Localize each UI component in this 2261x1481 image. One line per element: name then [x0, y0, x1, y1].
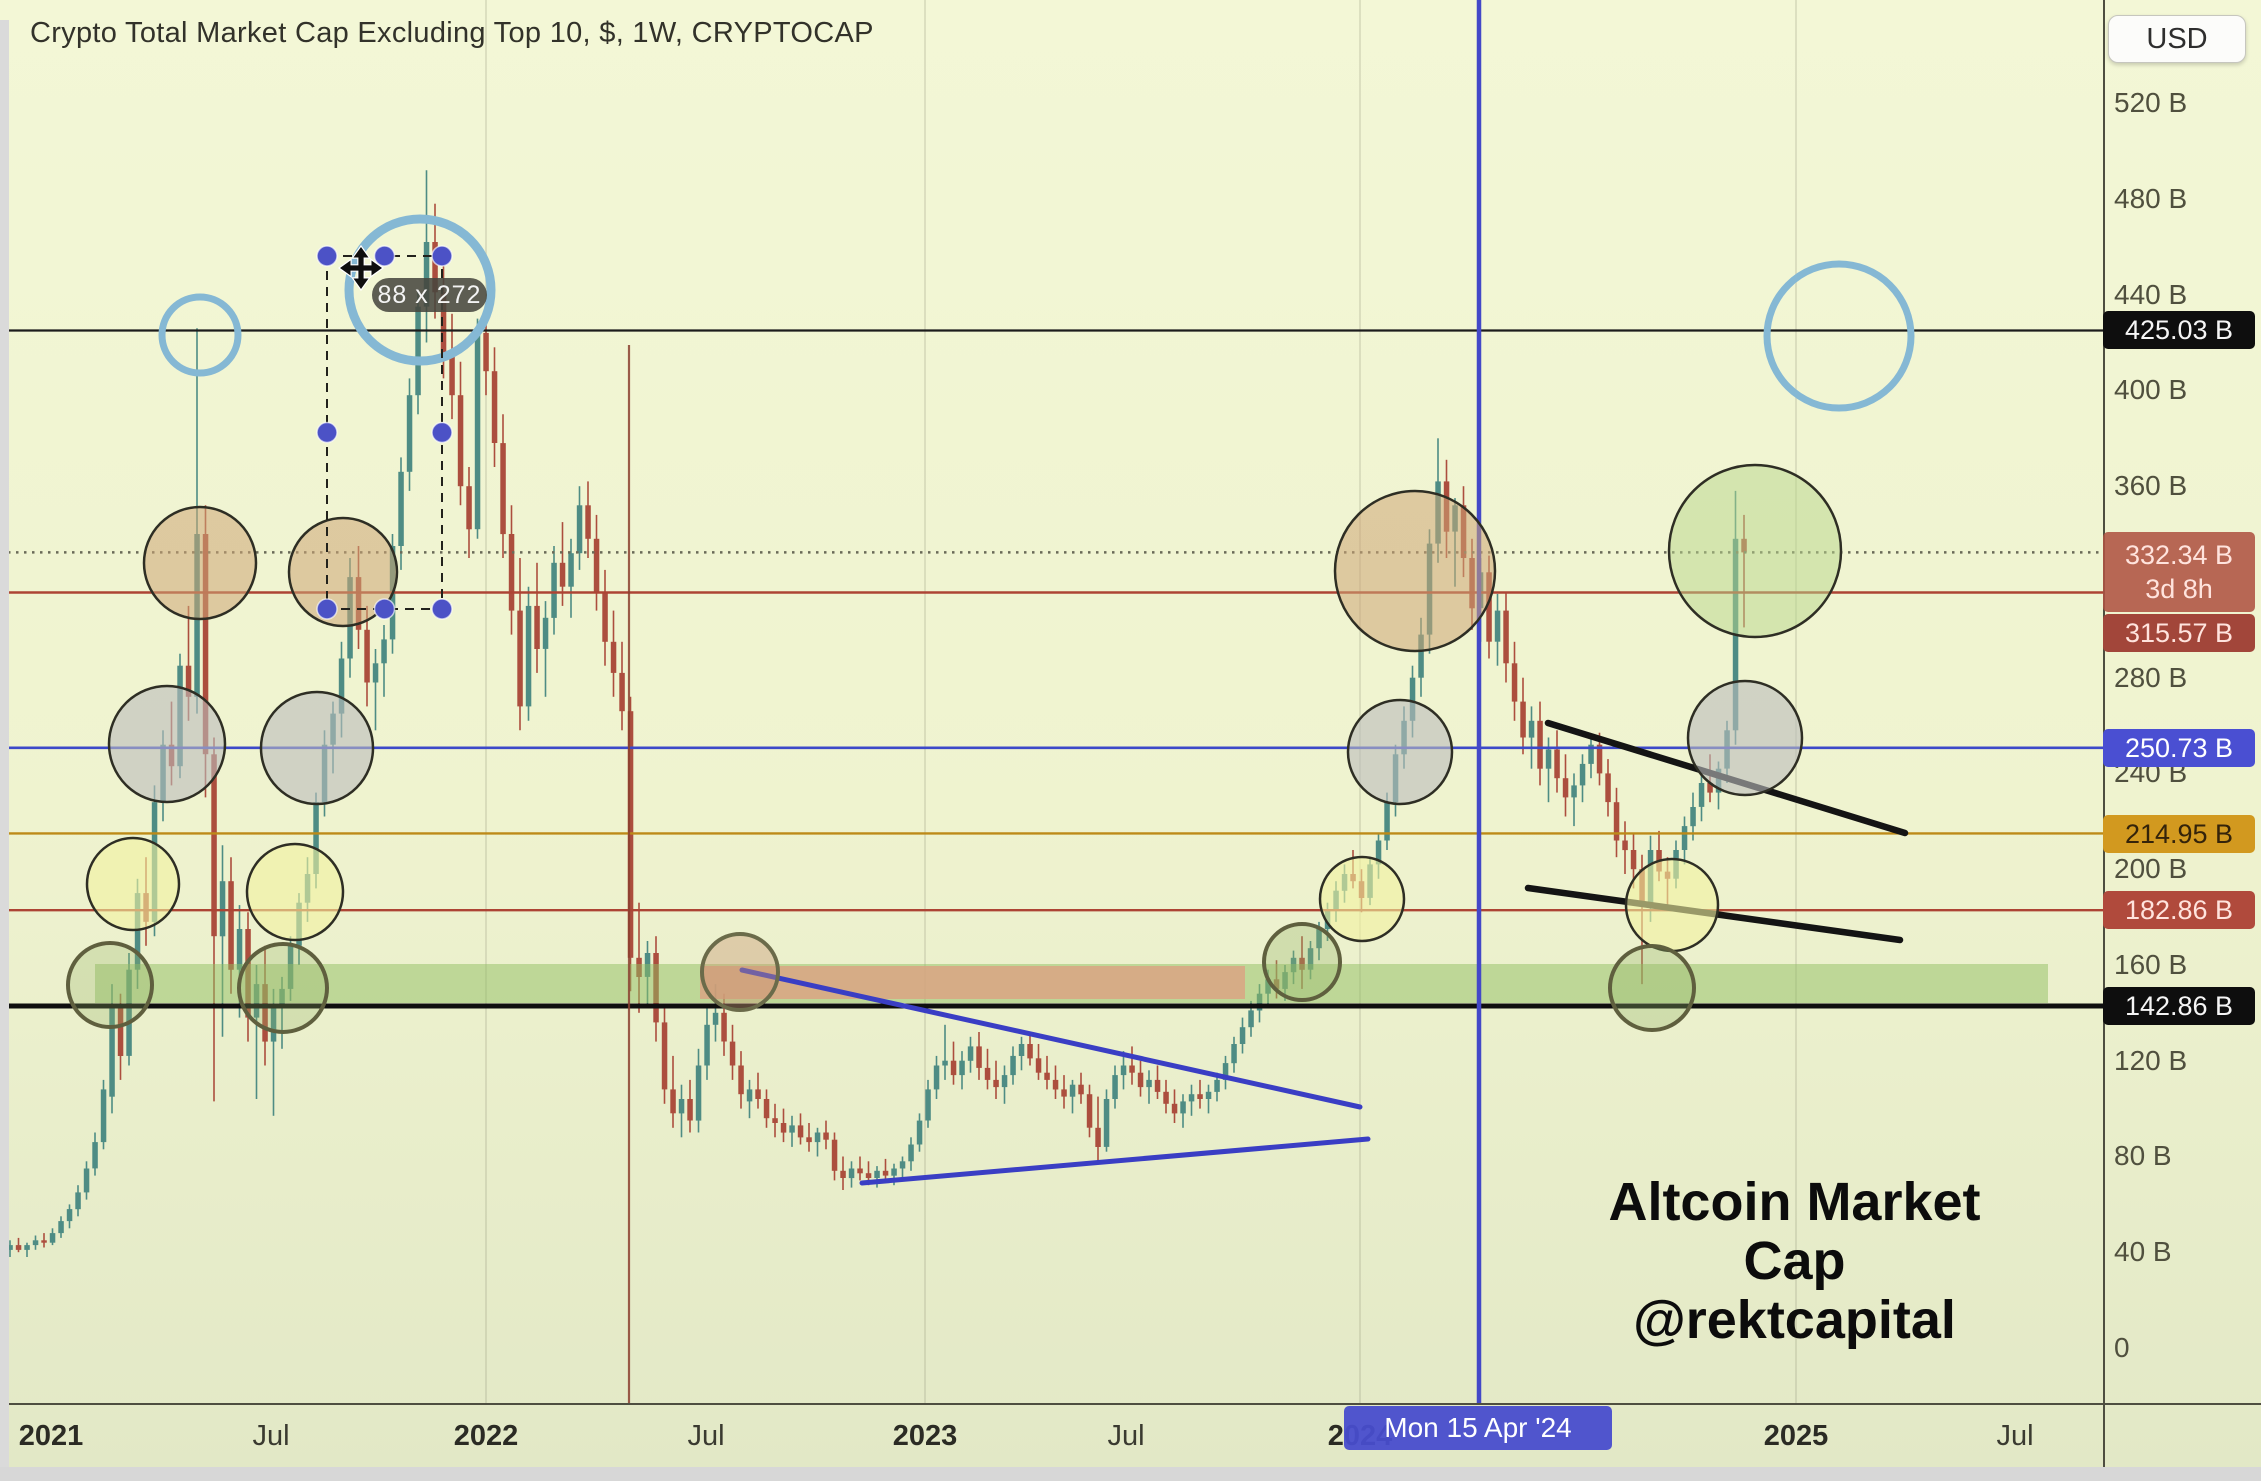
- price-line-label-182.86[interactable]: 182.86 B: [2103, 891, 2255, 929]
- x-axis-tick-2025: 2025: [1763, 1420, 1829, 1452]
- drawing-size-text: 88 x 272: [377, 280, 482, 309]
- circle-tan-2024: [1333, 489, 1497, 653]
- circle-yellow-2021-b: [245, 842, 345, 942]
- watermark: Altcoin Market Cap @rektcapital: [1567, 1173, 2022, 1350]
- candlestick-series: [7, 170, 1747, 1257]
- circle-olive-2021-b: [237, 942, 329, 1034]
- y-axis-tick-200: 200 B: [2114, 853, 2188, 885]
- circle-tan-2021-b: [287, 516, 399, 628]
- selection-handle[interactable]: [431, 421, 453, 444]
- price-line-label-425.03[interactable]: 425.03 B: [2103, 311, 2255, 349]
- vertical-line-date-text: Mon 15 Apr '24: [1384, 1412, 1572, 1443]
- y-axis-tick-0: 0: [2114, 1332, 2130, 1363]
- chart-title: Crypto Total Market Cap Excluding Top 10…: [30, 17, 874, 49]
- circle-blue-selected: [344, 214, 496, 366]
- selection-handle[interactable]: [431, 598, 453, 620]
- selection-handle[interactable]: [373, 245, 396, 267]
- circle-blue-target-left: [158, 293, 242, 377]
- selection-handle[interactable]: [431, 245, 453, 267]
- y-axis-tick-400: 400 B: [2114, 374, 2188, 406]
- vertical-line-drawings[interactable]: [627, 0, 1482, 1403]
- bar-countdown: 3d 8h: [2145, 574, 2213, 604]
- circle-gray-2021-b: [259, 690, 375, 806]
- circle-tan-2021-a: [142, 505, 258, 621]
- circle-gray-2024-b: [1686, 679, 1804, 797]
- support-zones[interactable]: [95, 964, 2048, 1003]
- x-axis-tick-2023: 2023: [892, 1420, 958, 1452]
- circle-yellow-2021-a: [85, 836, 181, 932]
- price-line-label-214.95[interactable]: 214.95 B: [2103, 815, 2255, 853]
- time-axis-border: [0, 1403, 2261, 1405]
- y-axis-tick-440: 440 B: [2114, 278, 2188, 310]
- watermark-line1: Altcoin Market Cap: [1608, 1172, 1981, 1291]
- x-axis-tick-Jul: Jul: [687, 1420, 725, 1452]
- circle-olive-2024: [1608, 944, 1696, 1032]
- y-axis-tick-360: 360 B: [2114, 470, 2188, 502]
- circle-gray-2021-a: [107, 684, 227, 804]
- vertical-line-date-label[interactable]: Mon 15 Apr '24: [1344, 1406, 1612, 1450]
- y-axis-tick-160: 160 B: [2114, 948, 2188, 980]
- x-axis-tick-2021: 2021: [18, 1420, 84, 1452]
- selection-handle[interactable]: [316, 421, 338, 444]
- move-cursor-icon: [337, 244, 385, 292]
- watermark-line2: @rektcapital: [1633, 1290, 1956, 1350]
- triangle-upper: [739, 967, 1363, 1110]
- selection-handle[interactable]: [316, 598, 338, 620]
- x-axis-tick-2022: 2022: [453, 1420, 519, 1452]
- current-price-value: 332.34 B: [2124, 540, 2234, 570]
- price-line-label-142.86[interactable]: 142.86 B: [2103, 987, 2255, 1025]
- y-axis-tick-120: 120 B: [2114, 1044, 2188, 1076]
- bottom-edge-strip: [0, 1467, 2261, 1481]
- selection-handle[interactable]: [316, 245, 338, 267]
- year-gridlines: [485, 0, 1797, 1403]
- currency-toggle-button[interactable]: USD: [2108, 15, 2246, 63]
- drawing-size-tooltip: 88 x 272: [372, 278, 487, 312]
- y-axis-tick-480: 480 B: [2114, 182, 2188, 214]
- left-edge-strip: [0, 20, 9, 1467]
- circle-pink-2022: [700, 932, 780, 1012]
- circle-olive-2023: [1262, 922, 1342, 1002]
- triangle-lower: [859, 1136, 1371, 1186]
- price-line-label-250.73[interactable]: 250.73 B: [2103, 729, 2255, 767]
- x-axis-tick-Jul: Jul: [1996, 1420, 2034, 1452]
- selection-handle[interactable]: [373, 598, 396, 620]
- circle-yellow-2024-a: [1318, 855, 1406, 943]
- y-axis-tick-520: 520 B: [2114, 87, 2188, 119]
- y-axis-tick-40: 40 B: [2114, 1236, 2172, 1268]
- trend-lines[interactable]: [739, 719, 1909, 1186]
- circle-olive-2021-a: [66, 941, 154, 1029]
- y-axis-tick-280: 280 B: [2114, 661, 2188, 693]
- price-line-label-315.57[interactable]: 315.57 B: [2103, 614, 2255, 652]
- x-axis-tick-Jul: Jul: [252, 1420, 290, 1452]
- circle-blue-target-right: [1763, 260, 1915, 412]
- x-axis-tick-Jul: Jul: [1107, 1420, 1145, 1452]
- circle-green-2024-target: [1667, 463, 1843, 639]
- y-axis-tick-80: 80 B: [2114, 1140, 2172, 1172]
- circle-gray-2024-a: [1346, 698, 1454, 806]
- selection-box[interactable]: [316, 245, 453, 620]
- circle-drawings[interactable]: [66, 214, 1915, 1034]
- retest-zone-pink: [700, 966, 1245, 999]
- circle-yellow-2024-b: [1624, 857, 1720, 953]
- current-price-label: 332.34 B 3d 8h: [2103, 532, 2255, 612]
